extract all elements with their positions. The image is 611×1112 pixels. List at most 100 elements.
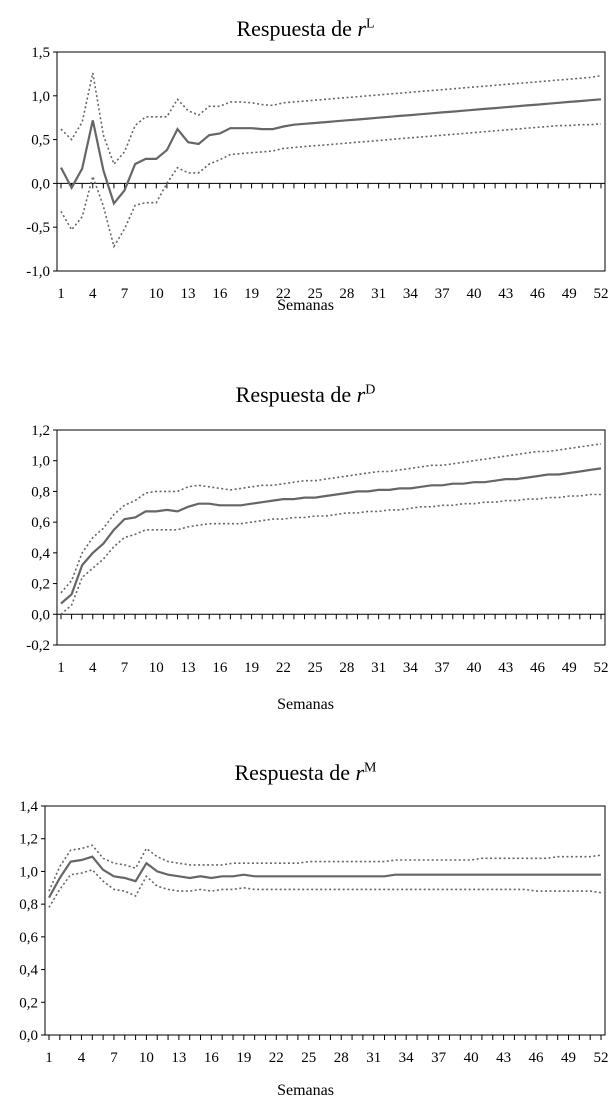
x-tick-label: 7 — [121, 286, 129, 302]
x-tick-label: 4 — [78, 1050, 86, 1066]
x-tick-label: 52 — [594, 286, 609, 302]
x-tick-label: 28 — [334, 1050, 349, 1066]
y-tick-label: -0,2 — [26, 638, 50, 654]
series-line-response — [60, 467, 602, 605]
x-tick-label: 52 — [594, 1050, 609, 1066]
y-tick-label: 1,0 — [31, 89, 50, 105]
y-tick-label: 0,2 — [19, 995, 38, 1011]
x-tick-label: 1 — [45, 1050, 53, 1066]
x-tick-label: 52 — [594, 660, 609, 676]
y-tick-label: 0,4 — [19, 963, 38, 979]
series-line-confidence-band — [60, 72, 602, 166]
y-tick-label: -1,0 — [26, 264, 50, 280]
x-tick-label: 16 — [204, 1050, 220, 1066]
x-axis-label: Semanas — [277, 297, 334, 314]
x-tick-label: 40 — [464, 1050, 479, 1066]
x-tick-label: 13 — [181, 660, 196, 676]
x-tick-label: 31 — [371, 660, 386, 676]
x-tick-label: 40 — [466, 660, 481, 676]
x-tick-label: 43 — [498, 286, 513, 302]
x-tick-label: 19 — [236, 1050, 251, 1066]
x-tick-label: 43 — [498, 660, 513, 676]
y-tick-label: 1,0 — [19, 864, 38, 880]
y-tick-label: 0,2 — [31, 577, 50, 593]
x-tick-label: 25 — [308, 660, 323, 676]
y-tick-label: 0,8 — [31, 484, 50, 500]
x-tick-label: 40 — [466, 286, 481, 302]
x-tick-label: 37 — [435, 286, 451, 302]
series-line-confidence-band — [60, 443, 602, 594]
x-tick-label: 22 — [276, 660, 291, 676]
chart-title: Respuesta de rL — [236, 16, 375, 41]
x-tick-label: 22 — [276, 286, 291, 302]
x-tick-label: 49 — [562, 286, 577, 302]
y-tick-label: -0,5 — [26, 220, 50, 236]
x-tick-label: 7 — [121, 660, 129, 676]
plot-frame — [56, 429, 606, 646]
x-tick-label: 46 — [529, 1050, 545, 1066]
y-tick-label: 0,0 — [31, 607, 50, 623]
x-tick-label: 10 — [139, 1050, 154, 1066]
series-line-confidence-band — [48, 844, 602, 892]
chart-title: Respuesta de rD — [235, 382, 376, 407]
x-tick-label: 1 — [57, 286, 65, 302]
x-tick-label: 4 — [89, 286, 97, 302]
x-tick-label: 46 — [530, 286, 546, 302]
chart-panel-3: Respuesta de rM 0,0 0,2 0,4 0,6 0,8 1,0 1,2 1,4… — [0, 752, 611, 1112]
x-tick-label: 28 — [339, 660, 354, 676]
x-tick-label: 37 — [431, 1050, 447, 1066]
chart-title: Respuesta de rM — [234, 760, 377, 785]
y-tick-label: 1,2 — [19, 832, 38, 848]
y-tick-label: 1,0 — [31, 454, 50, 470]
series-line-response — [48, 855, 601, 899]
x-tick-label: 13 — [181, 286, 196, 302]
x-tick-label: 28 — [339, 286, 354, 302]
series-line-response — [60, 98, 602, 206]
x-tick-label: 1 — [57, 660, 65, 676]
x-tick-label: 22 — [269, 1050, 284, 1066]
chart-plot: -0,2 0,0 0,2 0,4 0,6 0,8 1,0 1,2 1 4 7 10 13 16 19 22 25… — [26, 423, 609, 676]
x-tick-label: 31 — [366, 1050, 381, 1066]
y-tick-label: 1,4 — [19, 799, 38, 815]
x-tick-label: 49 — [562, 660, 577, 676]
x-axis-label: Semanas — [277, 1082, 334, 1099]
y-tick-label: 0,4 — [31, 546, 50, 562]
x-tick-label: 10 — [149, 286, 164, 302]
x-tick-label: 4 — [89, 660, 97, 676]
chart-plot: -1,0 -0,5 0,0 0,5 1,0 1,5 1 4 7 10 13 16 19 22 25 28 31 3… — [26, 45, 609, 302]
series-line-confidence-band — [60, 493, 601, 615]
plot-frame — [56, 51, 606, 272]
x-tick-label: 31 — [371, 286, 386, 302]
chart-panel-1: Respuesta de rL -1,0 -0,5 0,0 0,5 1,0 1,5 1 4 7 1… — [0, 0, 611, 330]
y-tick-label: 0,8 — [19, 897, 38, 913]
y-tick-label: 0,0 — [19, 1028, 38, 1044]
x-tick-label: 19 — [244, 286, 259, 302]
x-tick-label: 43 — [496, 1050, 511, 1066]
y-tick-label: 0,0 — [31, 176, 50, 192]
x-tick-label: 49 — [561, 1050, 576, 1066]
y-tick-label: 0,6 — [31, 515, 50, 531]
x-tick-label: 10 — [149, 660, 164, 676]
x-tick-label: 46 — [530, 660, 546, 676]
x-tick-label: 7 — [110, 1050, 118, 1066]
plot-frame — [44, 805, 606, 1036]
chart-plot: 0,0 0,2 0,4 0,6 0,8 1,0 1,2 1,4 1 4 7 10 13 16 19 22 25 2… — [19, 799, 609, 1066]
x-tick-label: 37 — [435, 660, 451, 676]
x-tick-label: 34 — [403, 286, 419, 302]
x-tick-label: 16 — [212, 286, 228, 302]
x-tick-label: 25 — [301, 1050, 316, 1066]
x-tick-label: 19 — [244, 660, 259, 676]
y-tick-label: 1,2 — [31, 423, 50, 439]
x-tick-label: 25 — [308, 286, 323, 302]
y-tick-label: 0,5 — [31, 133, 50, 149]
x-tick-label: 16 — [212, 660, 228, 676]
series-line-confidence-band — [48, 868, 602, 908]
x-tick-label: 34 — [403, 660, 419, 676]
y-tick-label: 0,6 — [19, 930, 38, 946]
y-tick-label: 1,5 — [31, 45, 50, 61]
x-tick-label: 13 — [171, 1050, 186, 1066]
x-axis-label: Semanas — [277, 696, 334, 713]
chart-panel-2: Respuesta de rD -0,2 0,0 0,2 0,4 0,6 0,8 1,0 1,… — [0, 374, 611, 714]
series-line-confidence-band — [60, 123, 602, 249]
x-tick-label: 34 — [399, 1050, 415, 1066]
